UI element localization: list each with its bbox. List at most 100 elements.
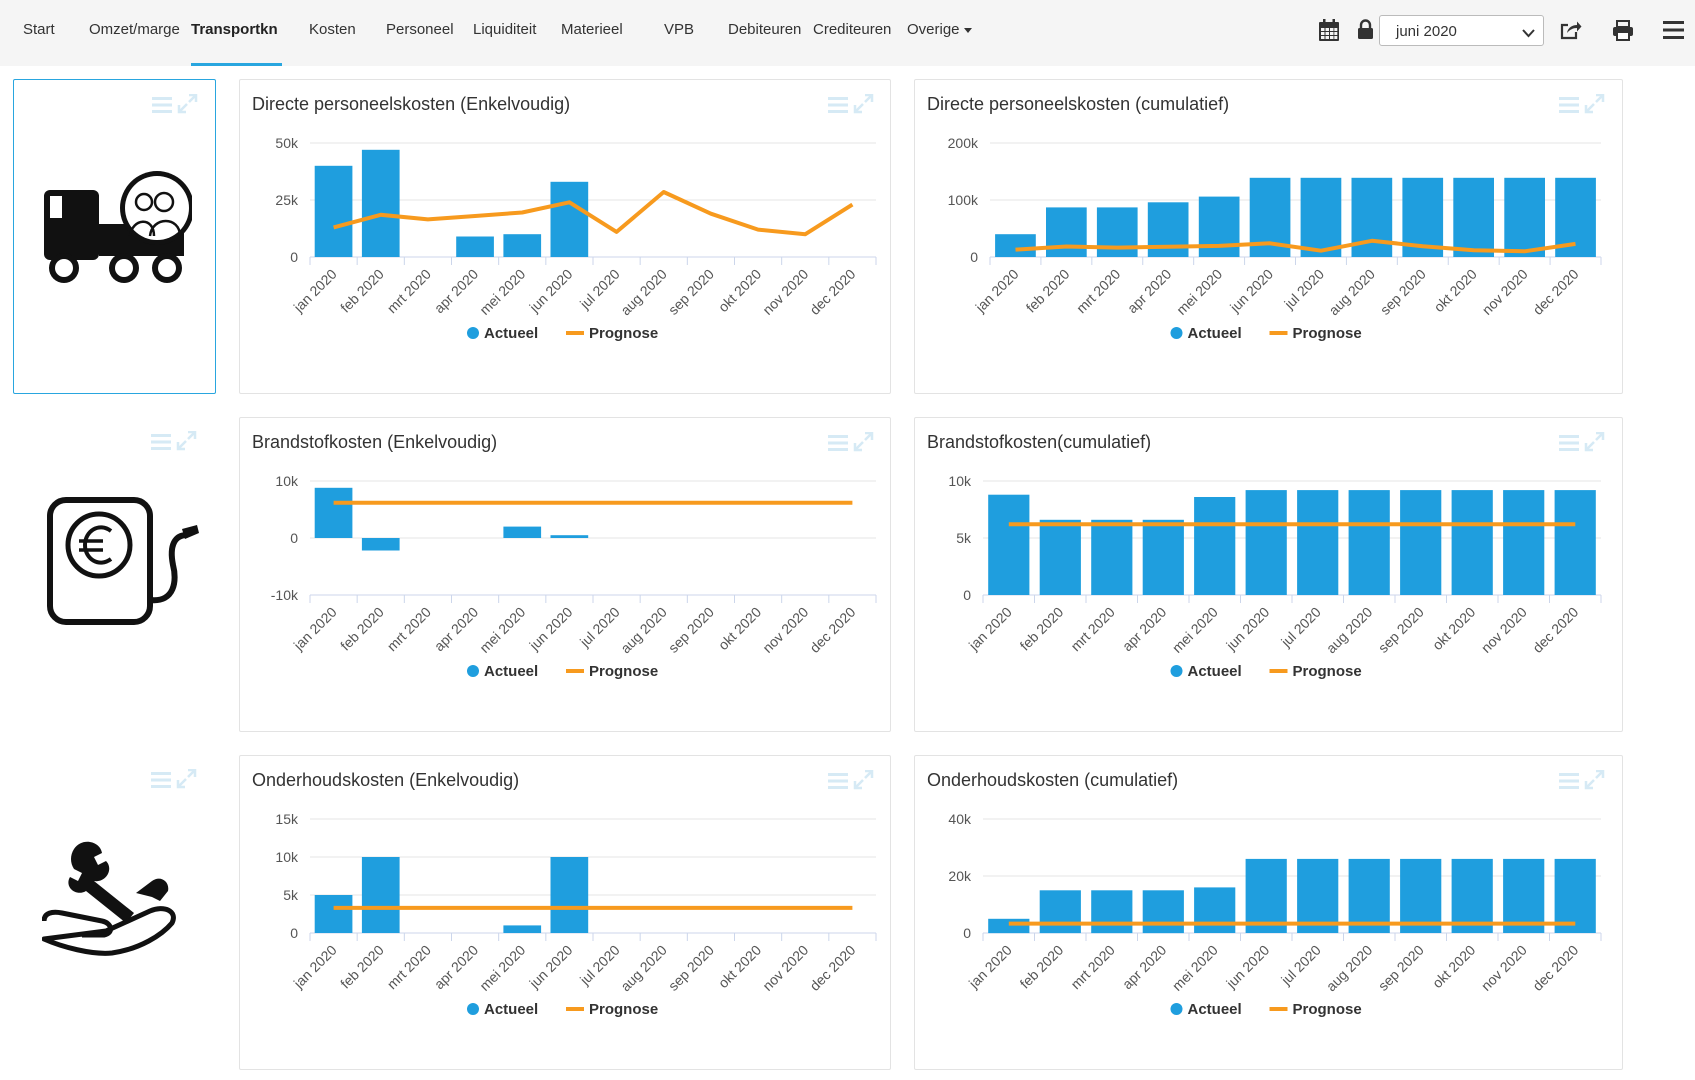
x-tick-label: aug 2020 xyxy=(1323,942,1376,995)
chart-personnel-cumulative[interactable]: 0 100k 200k jan 2020 feb 2020 mrt 2020 apr 202… xyxy=(915,80,1624,395)
tile-menu-icon[interactable] xyxy=(151,772,171,793)
bar-actueel xyxy=(314,165,353,257)
nav-crediteuren[interactable]: Crediteuren xyxy=(813,21,892,38)
period-select[interactable]: juni 2020 xyxy=(1379,15,1544,46)
tile-menu-icon[interactable] xyxy=(152,97,172,118)
expand-icon[interactable] xyxy=(175,768,197,793)
panel-menu-icon[interactable] xyxy=(1559,97,1579,118)
y-tick-label: 15k xyxy=(275,811,299,827)
nav-liquiditeit[interactable]: Liquiditeit xyxy=(473,21,537,38)
x-tick-label: jul 2020 xyxy=(1280,266,1327,313)
bar-actueel xyxy=(1300,177,1342,257)
y-tick-label: -10k xyxy=(271,587,299,603)
panel-actions xyxy=(1559,769,1605,795)
x-tick-label: mei 2020 xyxy=(476,604,528,656)
x-tick-label: nov 2020 xyxy=(1478,604,1530,656)
legend-actueel-label: Actueel xyxy=(484,325,538,342)
bar-actueel xyxy=(1504,177,1545,257)
y-tick-label: 0 xyxy=(290,925,298,941)
active-tab-indicator xyxy=(191,63,282,66)
legend-actueel-label: Actueel xyxy=(1188,325,1242,342)
y-tick-label: 200k xyxy=(948,135,979,151)
x-tick-label: feb 2020 xyxy=(337,266,387,316)
y-tick-label: 5k xyxy=(283,887,299,903)
bar-actueel xyxy=(1554,858,1596,933)
bar-actueel xyxy=(1194,887,1236,933)
nav-overige-label: Overige xyxy=(907,21,960,38)
tile-actions xyxy=(151,430,197,456)
bar-actueel xyxy=(550,535,589,538)
nav-omzet-marge[interactable]: Omzet/marge xyxy=(89,21,180,38)
bar-actueel xyxy=(1451,858,1493,933)
x-tick-label: aug 2020 xyxy=(617,266,670,319)
tile-menu-icon[interactable] xyxy=(151,434,171,455)
nav-debiteuren[interactable]: Debiteuren xyxy=(728,21,802,38)
nav-start[interactable]: Start xyxy=(23,21,55,38)
nav-transportkn[interactable]: Transportkn xyxy=(191,21,278,38)
y-tick-label: 10k xyxy=(275,473,299,489)
x-tick-label: dec 2020 xyxy=(806,604,858,656)
legend-actueel-marker xyxy=(467,665,479,677)
x-tick-label: nov 2020 xyxy=(759,266,811,318)
x-tick-label: sep 2020 xyxy=(665,942,717,994)
y-tick-label: 0 xyxy=(963,587,971,603)
panel-menu-icon[interactable] xyxy=(828,97,848,118)
panel-menu-icon[interactable] xyxy=(1559,435,1579,456)
print-icon[interactable] xyxy=(1612,20,1634,46)
hamburger-menu-icon[interactable] xyxy=(1663,21,1684,44)
expand-icon[interactable] xyxy=(852,93,874,118)
kpi-tile-personnel[interactable] xyxy=(13,79,216,394)
legend-prognose-label: Prognose xyxy=(1293,1001,1362,1018)
x-tick-label: jul 2020 xyxy=(576,942,623,989)
bar-actueel xyxy=(1554,490,1596,595)
x-tick-label: jan 2020 xyxy=(290,604,340,654)
x-tick-label: jul 2020 xyxy=(576,266,623,313)
nav-materieel[interactable]: Materieel xyxy=(561,21,623,38)
x-tick-label: feb 2020 xyxy=(337,942,387,992)
panel-actions xyxy=(1559,93,1605,119)
panel-menu-icon[interactable] xyxy=(1559,773,1579,794)
x-tick-label: okt 2020 xyxy=(715,942,764,991)
y-tick-label: 5k xyxy=(956,530,972,546)
chart-fuel-cumulative[interactable]: 0 5k 10k jan 2020 feb 2020 mrt 2020 apr 2020 me… xyxy=(915,418,1624,733)
calendar-icon[interactable] xyxy=(1318,19,1340,47)
expand-icon[interactable] xyxy=(852,431,874,456)
kpi-tile-maintenance[interactable] xyxy=(13,755,216,1070)
bar-actueel xyxy=(361,538,400,551)
expand-icon[interactable] xyxy=(1583,93,1605,118)
expand-icon[interactable] xyxy=(1583,769,1605,794)
lock-icon[interactable] xyxy=(1357,19,1374,45)
x-tick-label: mei 2020 xyxy=(1173,266,1225,318)
bar-actueel xyxy=(1091,519,1133,595)
share-export-icon[interactable] xyxy=(1560,20,1582,45)
x-tick-label: apr 2020 xyxy=(431,942,482,993)
chart-panel-fuel-cumulative: Brandstofkosten(cumulatief) 0 5k 10k jan 20… xyxy=(914,417,1623,732)
nav-vpb[interactable]: VPB xyxy=(664,21,695,38)
y-tick-label: 100k xyxy=(948,192,979,208)
expand-icon[interactable] xyxy=(175,430,197,455)
expand-icon[interactable] xyxy=(176,93,198,118)
nav-overige[interactable]: Overige xyxy=(907,21,972,38)
bar-actueel xyxy=(1039,890,1081,934)
y-tick-label: 20k xyxy=(948,868,972,884)
chart-title: Brandstofkosten (Enkelvoudig) xyxy=(252,432,498,452)
x-tick-label: aug 2020 xyxy=(617,604,670,657)
nav-kosten[interactable]: Kosten xyxy=(309,21,356,38)
chart-title: Directe personeelskosten (cumulatief) xyxy=(927,94,1230,114)
x-tick-label: okt 2020 xyxy=(715,604,764,653)
nav-personeel[interactable]: Personeel xyxy=(386,21,454,38)
expand-icon[interactable] xyxy=(852,769,874,794)
x-tick-label: jun 2020 xyxy=(526,942,576,992)
x-tick-label: jun 2020 xyxy=(1222,604,1272,654)
panel-menu-icon[interactable] xyxy=(828,773,848,794)
panel-actions xyxy=(1559,431,1605,457)
x-tick-label: jan 2020 xyxy=(972,266,1022,316)
kpi-tile-fuel[interactable] xyxy=(13,417,216,732)
chart-maintenance-cumulative[interactable]: 0 20k 40k jan 2020 feb 2020 mrt 2020 apr 2020 m… xyxy=(915,756,1624,1071)
panel-menu-icon[interactable] xyxy=(828,435,848,456)
bar-actueel xyxy=(1194,497,1236,595)
expand-icon[interactable] xyxy=(1583,431,1605,456)
